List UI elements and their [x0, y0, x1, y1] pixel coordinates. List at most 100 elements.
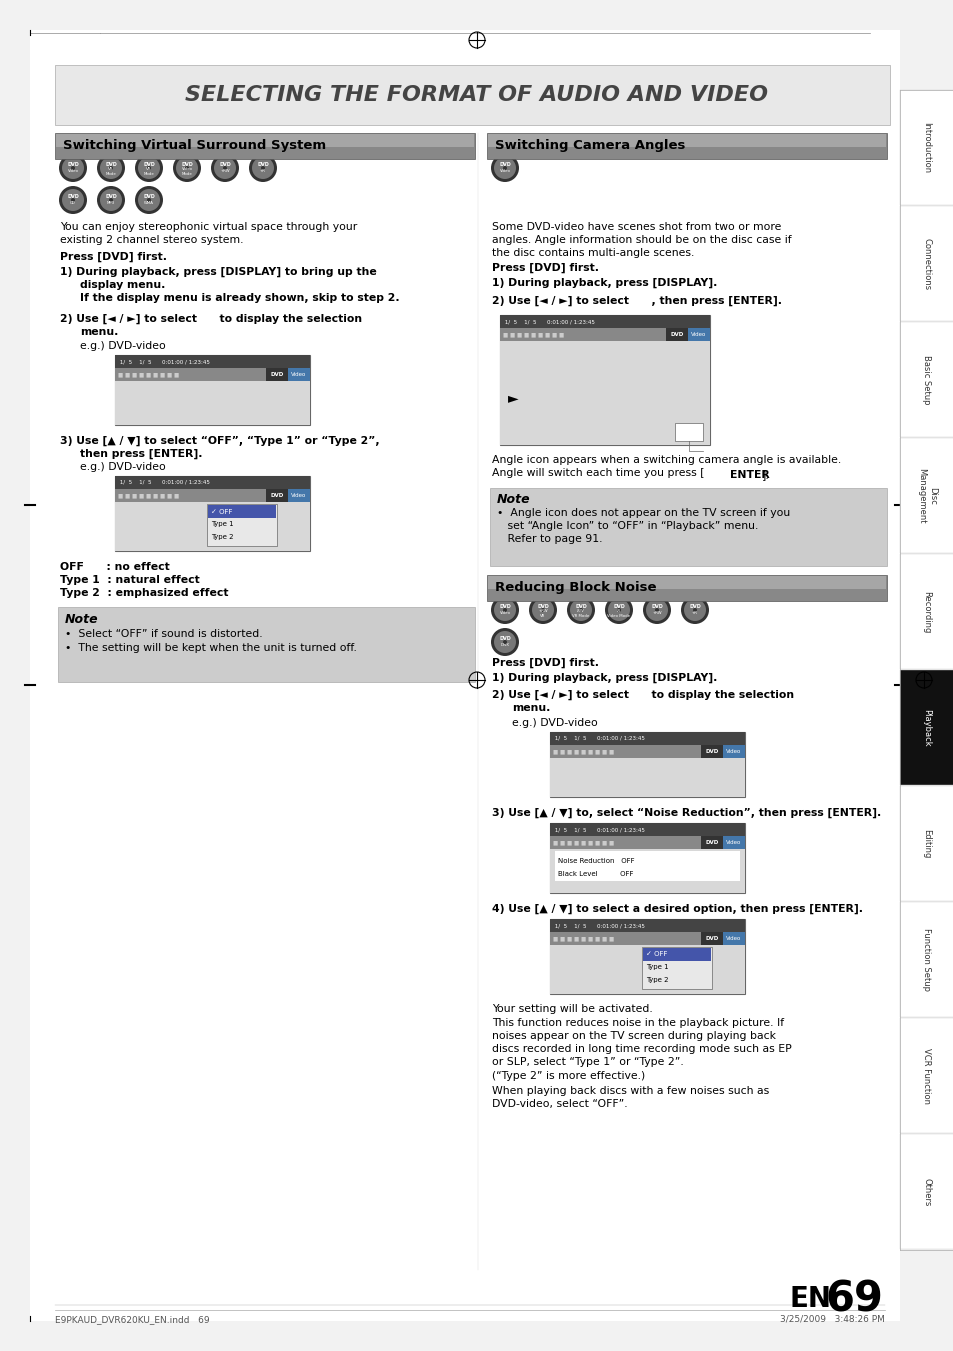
Text: DVD: DVD [537, 604, 548, 609]
Text: Switching Camera Angles: Switching Camera Angles [495, 139, 684, 153]
Text: 3) Use [▲ / ▼] to, select “Noise Reduction”, then press [ENTER].: 3) Use [▲ / ▼] to, select “Noise Reducti… [492, 808, 881, 819]
Text: ■ ■ ■ ■ ■ ■ ■ ■ ■: ■ ■ ■ ■ ■ ■ ■ ■ ■ [553, 840, 614, 844]
Text: Video: Video [725, 748, 740, 754]
Circle shape [213, 157, 235, 178]
Text: Type 2: Type 2 [645, 977, 668, 984]
Text: Note: Note [497, 493, 530, 507]
Text: DVD: DVD [575, 604, 586, 609]
Text: 1/  5    1/  5      0:01:00 / 1:23:45: 1/ 5 1/ 5 0:01:00 / 1:23:45 [553, 736, 644, 740]
Text: set “Angle Icon” to “OFF” in “Playback” menu.: set “Angle Icon” to “OFF” in “Playback” … [497, 521, 758, 531]
Bar [488, 134, 885, 147]
Text: DVD: DVD [651, 604, 662, 609]
Bar [550, 758, 744, 797]
Text: 1/  5    1/  5      0:01:00 / 1:23:45: 1/ 5 1/ 5 0:01:00 / 1:23:45 [553, 827, 644, 832]
Circle shape [109, 166, 112, 170]
Text: 1/  5    1/  5      0:01:00 / 1:23:45: 1/ 5 1/ 5 0:01:00 / 1:23:45 [553, 923, 644, 928]
Text: DVD: DVD [67, 162, 79, 168]
Circle shape [642, 596, 670, 624]
Text: •  The setting will be kept when the unit is turned off.: • The setting will be kept when the unit… [65, 643, 356, 653]
Text: DVD: DVD [704, 748, 718, 754]
Text: Video: Video [68, 169, 78, 173]
Text: 2) Use [◄ / ►] to select      , then press [ENTER].: 2) Use [◄ / ►] to select , then press [E… [492, 296, 781, 307]
Text: 1/  5    1/  5      0:01:00 / 1:23:45: 1/ 5 1/ 5 0:01:00 / 1:23:45 [502, 319, 595, 324]
Text: -R
Video Mode: -R Video Mode [607, 609, 630, 617]
Text: +RW
VR: +RW VR [537, 609, 547, 617]
Text: ■ ■ ■ ■ ■ ■ ■ ■ ■: ■ ■ ■ ■ ■ ■ ■ ■ ■ [502, 332, 563, 336]
Text: 3/25/2009   3:48:26 PM: 3/25/2009 3:48:26 PM [780, 1315, 884, 1324]
Bar [687, 328, 709, 340]
Text: DVD: DVD [613, 604, 624, 609]
Text: Type 1  : natural effect: Type 1 : natural effect [60, 576, 199, 585]
Circle shape [296, 357, 307, 366]
Text: MP3: MP3 [107, 201, 115, 205]
Bar [58, 607, 475, 682]
Text: VR
Mode: VR Mode [144, 168, 154, 176]
Bar [555, 851, 740, 881]
Circle shape [172, 154, 201, 182]
Bar [288, 489, 310, 503]
Circle shape [138, 157, 160, 178]
Circle shape [109, 199, 112, 203]
Circle shape [731, 824, 741, 835]
Text: (“Type 2” is more effective.): (“Type 2” is more effective.) [492, 1071, 644, 1081]
Text: Type 2  : emphasized effect: Type 2 : emphasized effect [60, 588, 229, 598]
Bar [550, 732, 744, 797]
Bar [550, 919, 744, 932]
Circle shape [607, 598, 629, 621]
Text: If the display menu is already shown, skip to step 2.: If the display menu is already shown, sk… [80, 293, 399, 303]
Bar [115, 381, 310, 426]
Text: ►: ► [507, 390, 518, 405]
Bar [700, 932, 722, 944]
Text: ].: ]. [761, 470, 769, 480]
Text: Refer to page 91.: Refer to page 91. [497, 534, 602, 544]
Circle shape [59, 154, 87, 182]
Circle shape [491, 628, 518, 657]
Bar [899, 205, 953, 322]
Text: DVD: DVD [498, 162, 511, 168]
Bar [486, 132, 886, 159]
Text: menu.: menu. [80, 327, 118, 336]
Text: ✓ OFF: ✓ OFF [211, 508, 233, 515]
Text: 2) Use [◄ / ►] to select      to display the selection: 2) Use [◄ / ►] to select to display the … [60, 313, 362, 324]
Text: e.g.) DVD-video: e.g.) DVD-video [512, 717, 598, 728]
Bar [722, 836, 744, 848]
Circle shape [135, 186, 163, 213]
Text: display menu.: display menu. [80, 280, 165, 290]
Text: WMA: WMA [144, 201, 153, 205]
Circle shape [692, 608, 697, 612]
Text: -RW
VR Mode: -RW VR Mode [572, 609, 589, 617]
Circle shape [494, 157, 516, 178]
Text: discs recorded in long time recording mode such as EP: discs recorded in long time recording mo… [492, 1044, 791, 1054]
Text: When playing back discs with a few noises such as: When playing back discs with a few noise… [492, 1086, 768, 1096]
Text: DVD: DVD [219, 162, 231, 168]
Text: CD: CD [71, 201, 76, 205]
Text: Editing: Editing [922, 830, 930, 859]
Circle shape [296, 477, 307, 488]
Text: E9PKAUD_DVR620KU_EN.indd   69: E9PKAUD_DVR620KU_EN.indd 69 [55, 1315, 210, 1324]
Circle shape [683, 598, 705, 621]
Text: e.g.) DVD-video: e.g.) DVD-video [80, 462, 166, 471]
Circle shape [71, 199, 75, 203]
Circle shape [211, 154, 239, 182]
Text: Playback: Playback [922, 709, 930, 747]
Circle shape [223, 166, 227, 170]
Circle shape [578, 608, 582, 612]
Text: Video: Video [691, 332, 706, 336]
Text: SELECTING THE FORMAT OF AUDIO AND VIDEO: SELECTING THE FORMAT OF AUDIO AND VIDEO [185, 85, 768, 105]
Text: Video: Video [499, 169, 510, 173]
Circle shape [261, 166, 265, 170]
Text: DVD: DVD [670, 332, 683, 336]
Bar [675, 423, 702, 440]
Circle shape [100, 157, 122, 178]
Text: 69: 69 [824, 1278, 882, 1320]
Text: OFF      : no effect: OFF : no effect [60, 562, 170, 571]
Bar [55, 132, 475, 159]
Bar [722, 744, 744, 758]
Text: VR
Mode: VR Mode [106, 168, 116, 176]
Bar [550, 823, 744, 836]
Text: Press [DVD] first.: Press [DVD] first. [492, 658, 598, 669]
Bar [115, 489, 310, 503]
Bar [499, 340, 709, 444]
Circle shape [62, 189, 84, 211]
Circle shape [569, 598, 592, 621]
